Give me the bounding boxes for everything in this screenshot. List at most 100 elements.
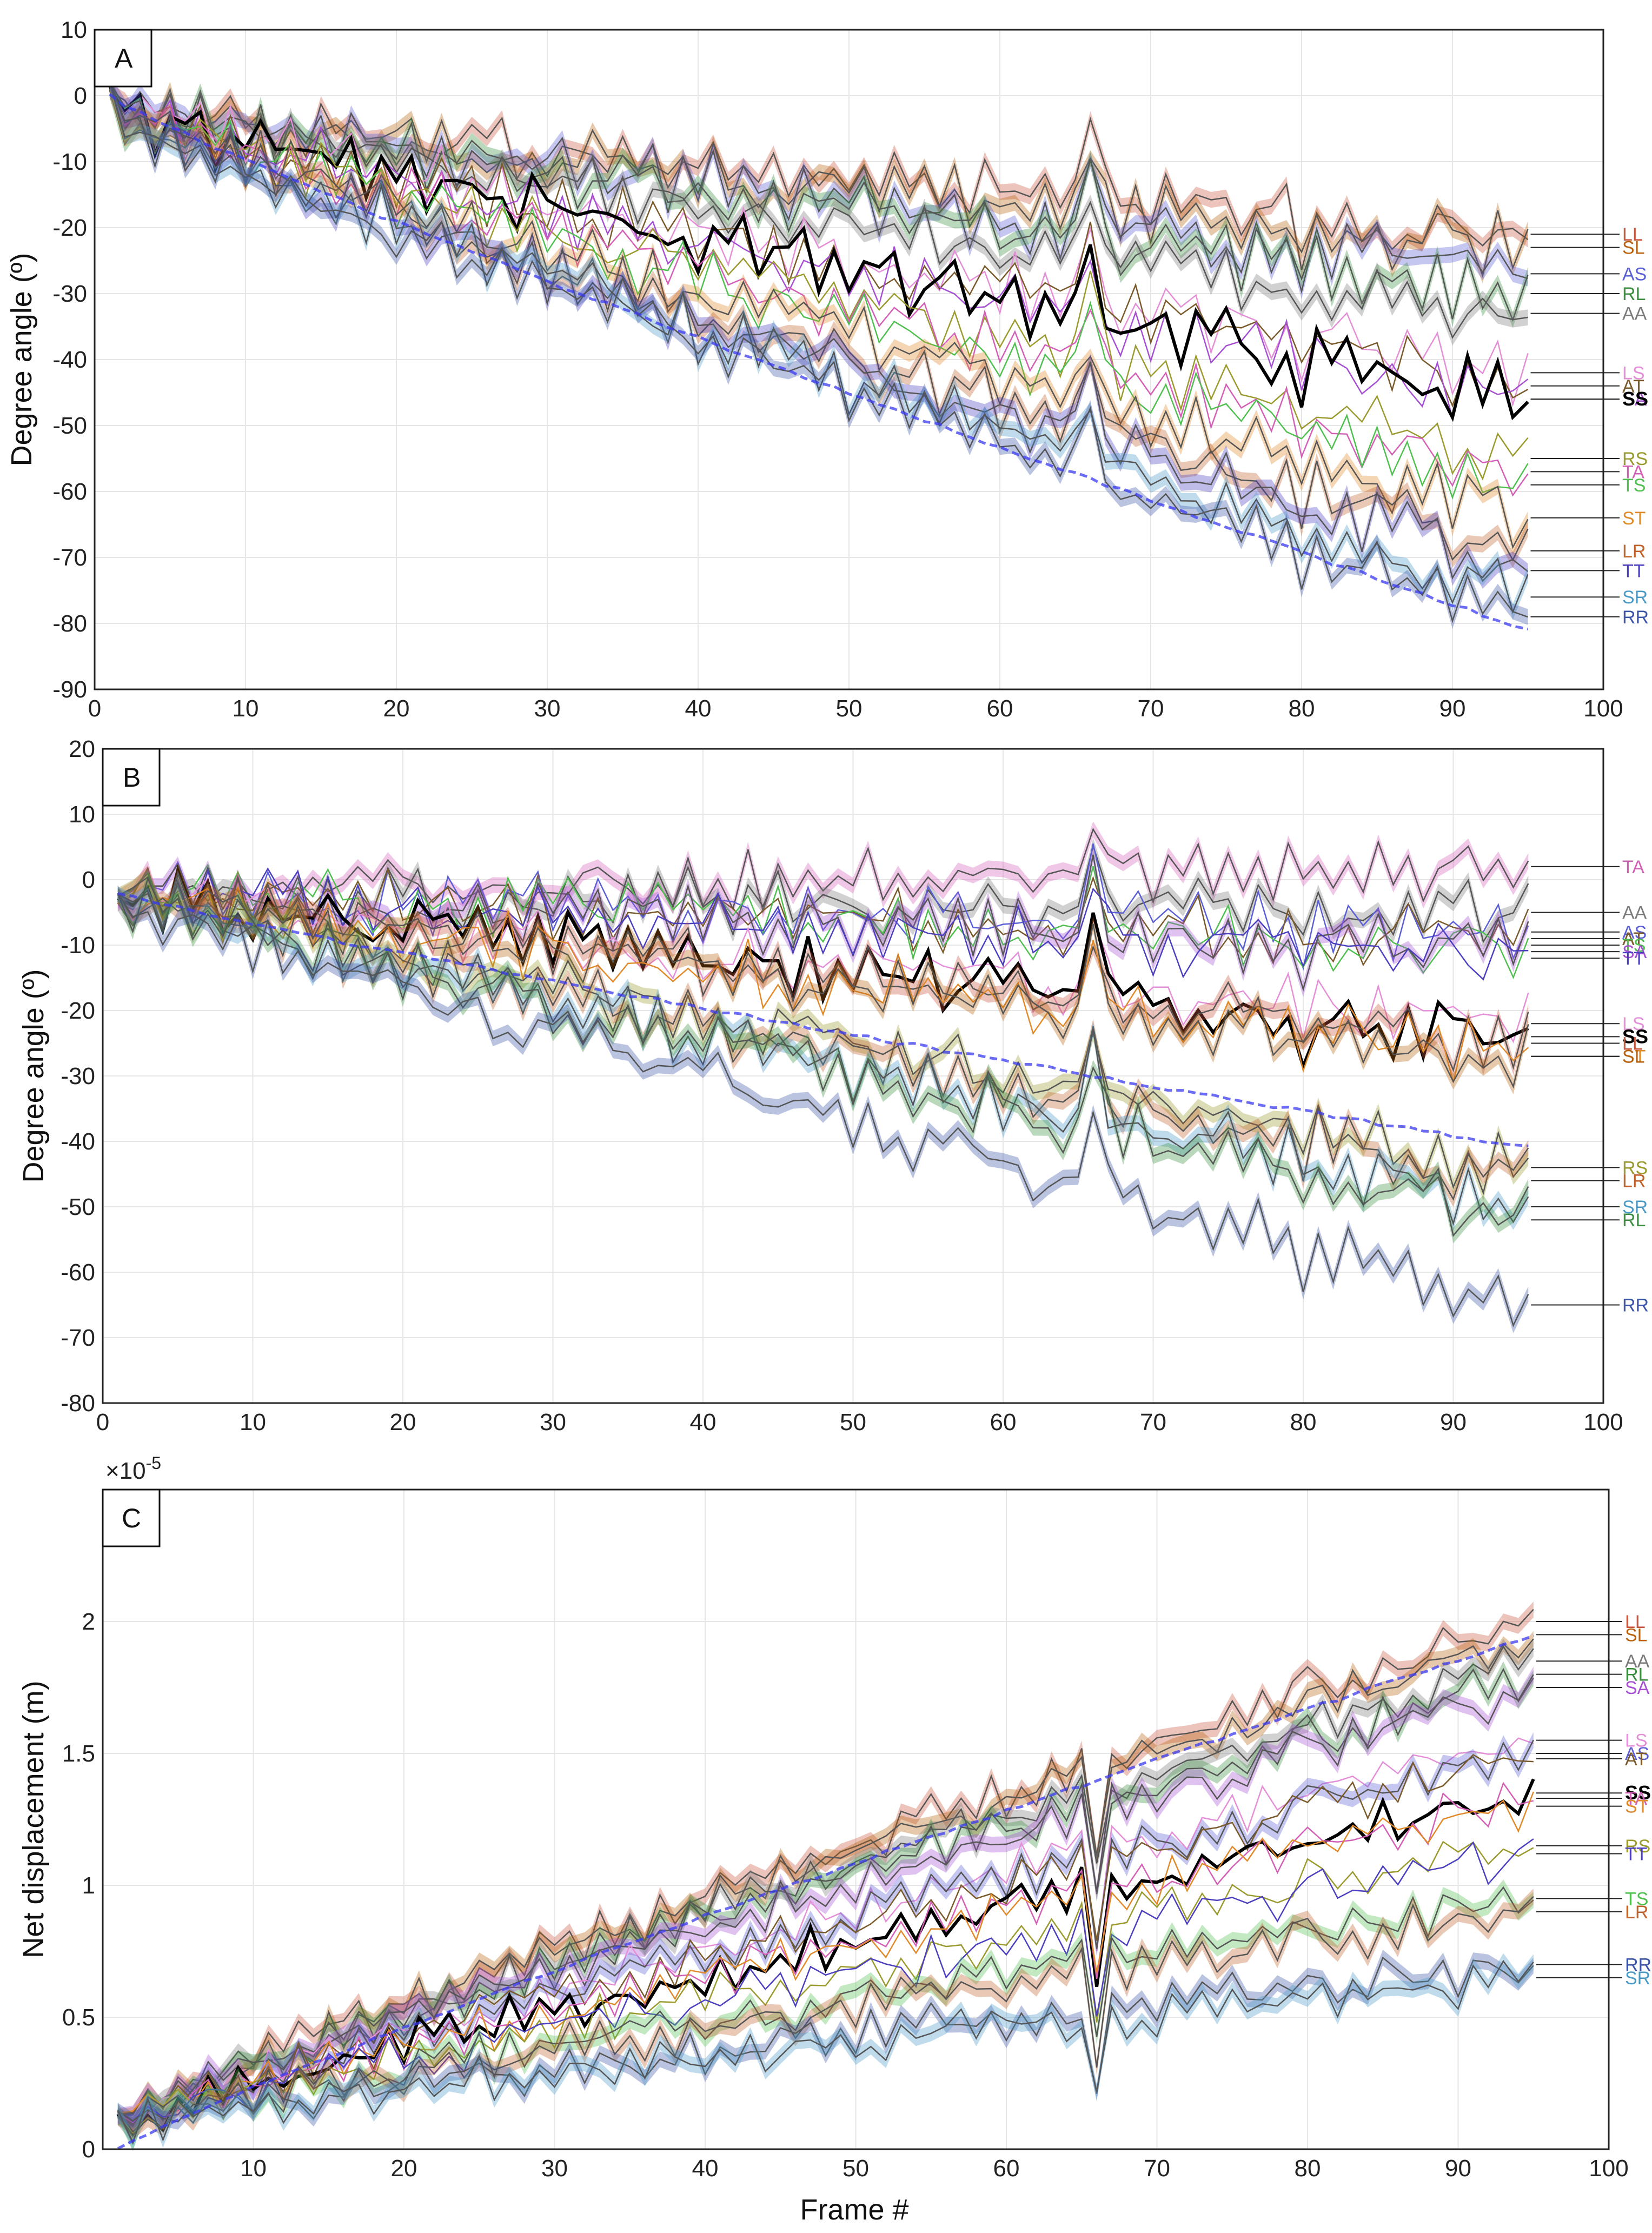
x-tick-label: 80 <box>1295 2155 1321 2182</box>
x-axis-label: Frame # <box>800 2194 908 2226</box>
series-label-st: ST <box>1622 508 1646 529</box>
panel-b-ylabel: Degree angle (º) <box>17 969 50 1183</box>
series-label-sr: SR <box>1622 1197 1648 1218</box>
y-tick-label: 0 <box>82 2136 95 2163</box>
y-tick-label: -20 <box>52 215 87 241</box>
series-label-tt: TT <box>1625 1844 1648 1864</box>
series-band-aa <box>117 1638 1534 2145</box>
series-band-sa <box>117 1666 1534 2124</box>
series-line-ll <box>117 1609 1534 2128</box>
y-tick-label: -90 <box>52 676 87 703</box>
series-label-sr: SR <box>1622 587 1648 608</box>
series-line-rr <box>117 1956 1534 2123</box>
series-label-sa: SA <box>1622 942 1647 962</box>
x-tick-label: 80 <box>1289 695 1315 722</box>
series-band-rl <box>117 870 1529 1244</box>
panel-b-tag-box <box>102 748 161 807</box>
x-tick-label: 70 <box>1140 1409 1166 1436</box>
ticks-c: 10 20 30 40 50 60 70 80 90 100 0 0.5 1 1.5 2 <box>62 1609 1629 2182</box>
y-tick-label: 1 <box>82 1872 95 1899</box>
y-tick-label: -60 <box>61 1259 95 1286</box>
x-tick-label: 30 <box>534 695 561 722</box>
series-label-rs: RS <box>1622 449 1648 469</box>
series-label-rl: RL <box>1622 284 1646 304</box>
panel-a-tag: A <box>115 43 133 74</box>
series-line-ss <box>117 865 1529 1072</box>
series-line-ta <box>117 1782 1534 2124</box>
series-label-tt: TT <box>1622 561 1645 581</box>
x-tick-label: 70 <box>1144 2155 1170 2182</box>
y-tick-label: -30 <box>52 281 87 307</box>
y-tick-label: -40 <box>52 347 87 373</box>
series-band-rl <box>109 81 1528 328</box>
x-tick-label: 40 <box>685 695 712 722</box>
x-tick-label: 90 <box>1440 1409 1467 1436</box>
series-label-as: AS <box>1625 1744 1649 1764</box>
series-label-st: ST <box>1625 1797 1648 1817</box>
series-label-aa: AA <box>1622 304 1647 324</box>
series-line-sr <box>109 81 1529 614</box>
series-label-ss: SS <box>1625 1782 1651 1804</box>
series-band-rl <box>117 1661 1534 2133</box>
series-line-at <box>109 87 1529 408</box>
y-tick-label: -40 <box>61 1128 95 1155</box>
y-tick-label: 10 <box>69 801 95 828</box>
series-label-ts: TS <box>1625 1889 1648 1909</box>
series-label-at: AT <box>1625 1749 1647 1770</box>
series-line-at <box>117 1753 1534 2115</box>
series-label-ss: SS <box>1622 388 1648 410</box>
series-label-sr: SR <box>1625 1968 1650 1989</box>
panel-c-ylabel: Net displacement (m) <box>17 1680 50 1958</box>
series-line-lr <box>109 82 1529 562</box>
series-label-sl: SL <box>1622 238 1645 258</box>
series-line-as <box>117 1739 1534 2125</box>
x-tick-label: 60 <box>993 2155 1020 2182</box>
series-line-rs <box>109 85 1529 481</box>
y-tick-label: -10 <box>61 932 95 959</box>
y-tick-label: 0.5 <box>62 2004 95 2031</box>
y-tick-label: 2 <box>82 1609 95 1635</box>
series-group-a <box>108 72 1529 630</box>
series-line-st <box>109 83 1529 549</box>
series-label-rr: RR <box>1625 1955 1651 1975</box>
series-line-rs <box>117 876 1529 1195</box>
series-band-rr <box>117 885 1529 1333</box>
x-tick-label: 40 <box>692 2155 719 2182</box>
series-label-ll: LL <box>1625 1612 1646 1632</box>
series-line-as <box>117 843 1529 971</box>
y-tick-label: -60 <box>52 478 87 505</box>
series-line-as <box>109 90 1528 294</box>
series-line-tt <box>117 867 1529 981</box>
series-label-ls: LS <box>1622 1014 1645 1034</box>
y-tick-label: -20 <box>61 998 95 1024</box>
x-tick-label: 50 <box>836 695 863 722</box>
series-label-rs: RS <box>1625 1836 1650 1857</box>
x-tick-label: 60 <box>990 1409 1017 1436</box>
panel-b-tag: B <box>123 762 141 793</box>
x-tick-label: 100 <box>1583 695 1623 722</box>
x-tick-label: 40 <box>690 1409 716 1436</box>
series-line-sl <box>117 870 1529 1089</box>
x-tick-label: 70 <box>1138 695 1164 722</box>
panel-c-tag: C <box>122 1503 141 1533</box>
series-line-blue-trace <box>117 1634 1534 2150</box>
x-tick-label: 60 <box>987 695 1013 722</box>
series-label-rr: RR <box>1622 1295 1649 1316</box>
series-label-at: AT <box>1622 376 1644 397</box>
x-tick-label: 80 <box>1290 1409 1317 1436</box>
y-tick-label: 0 <box>74 83 87 109</box>
series-label-sl: SL <box>1625 1625 1648 1645</box>
series-label-ll: LL <box>1622 224 1643 245</box>
x-tick-label: 20 <box>390 1409 416 1436</box>
panel-b: 0 10 20 30 40 50 60 70 80 90 10020100-10-20-30-40-… <box>17 736 1649 1436</box>
x-tick-label: 50 <box>842 2155 869 2182</box>
x-tick-label: 20 <box>391 2155 417 2182</box>
y-tick-label: -70 <box>52 544 87 571</box>
series-band-ll <box>117 865 1529 1078</box>
x-tick-label: 100 <box>1589 2155 1628 2182</box>
panel-c-frame <box>102 1488 1610 2150</box>
series-label-lr: LR <box>1622 541 1646 562</box>
